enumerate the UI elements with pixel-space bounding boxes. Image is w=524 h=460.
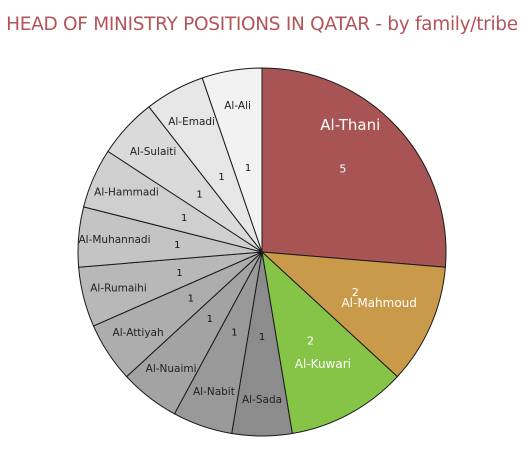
slice-value-al-hammadi: 1 xyxy=(181,213,187,224)
slice-label-al-sada: Al-Sada xyxy=(242,394,282,406)
slice-value-al-muhannadi: 1 xyxy=(174,240,180,251)
slice-value-al-attiyah: 1 xyxy=(188,294,194,305)
pie-labels: Al-Thani5Al-Mahmoud2Al-Kuwari2Al-Sada1Al… xyxy=(78,100,416,406)
slice-label-al-emadi: Al-Emadi xyxy=(168,116,215,128)
slice-value-al-emadi: 1 xyxy=(218,172,224,183)
slice-label-al-muhannadi: Al-Muhannadi xyxy=(78,234,150,246)
slice-label-al-thani: Al-Thani xyxy=(320,116,380,134)
slice-value-al-nabit: 1 xyxy=(231,327,237,338)
slice-value-al-kuwari: 2 xyxy=(307,335,314,348)
slice-label-al-attiyah: Al-Attiyah xyxy=(113,327,164,339)
chart-title: HEAD OF MINISTRY POSITIONS IN QATAR - by… xyxy=(6,14,518,35)
slice-value-al-ali: 1 xyxy=(245,163,251,174)
slice-value-al-mahmoud: 2 xyxy=(352,286,359,299)
slice-value-al-sulaiti: 1 xyxy=(196,189,202,200)
pie-slice-al-kuwari xyxy=(261,250,399,435)
pie-slices xyxy=(77,67,447,437)
slice-label-al-ali: Al-Ali xyxy=(224,100,251,112)
slice-label-al-sulaiti: Al-Sulaiti xyxy=(130,146,177,158)
slice-value-al-thani: 5 xyxy=(339,163,346,176)
pie-slice-al-mahmoud xyxy=(260,251,446,378)
pie-slice-al-thani xyxy=(261,67,447,268)
slice-label-al-kuwari: Al-Kuwari xyxy=(295,357,351,371)
pie-slice-al-ali xyxy=(201,67,263,253)
slice-label-al-nabit: Al-Nabit xyxy=(193,386,235,398)
slice-label-al-mahmoud: Al-Mahmoud xyxy=(341,296,416,310)
slice-label-al-rumaihi: Al-Rumaihi xyxy=(90,282,147,294)
slice-label-al-nuaimi: Al-Nuaimi xyxy=(146,363,197,375)
slice-value-al-sada: 1 xyxy=(259,332,265,343)
slice-label-al-hammadi: Al-Hammadi xyxy=(94,187,159,199)
slice-value-al-nuaimi: 1 xyxy=(207,314,213,325)
slice-value-al-rumaihi: 1 xyxy=(176,268,182,279)
